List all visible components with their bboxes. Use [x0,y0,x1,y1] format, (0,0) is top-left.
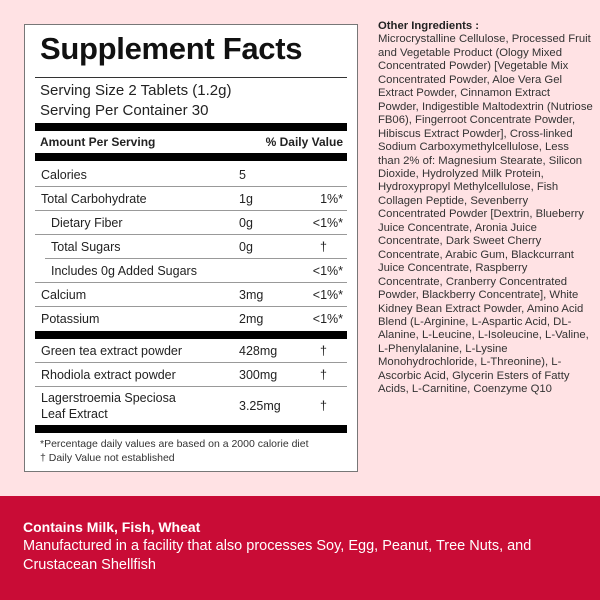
nutrient-name: Calcium [41,287,87,302]
nutrient-row: Potassium 2mg <1%* [35,307,347,331]
nutrient-name: Total Sugars [51,239,121,254]
extract-amount: 428mg [239,343,278,358]
extract-name: Lagerstroemia Speciosa Leaf Extract [41,391,176,421]
nutrient-amount: 1g [239,191,253,206]
allergen-band: Contains Milk, Fish, Wheat Manufactured … [0,496,600,600]
nutrient-name: Total Carbohydrate [41,191,147,206]
divider [35,77,347,78]
nutrient-dv: <1%* [312,263,343,278]
ingredients-text: Microcrystalline Cellulose, Processed Fr… [378,33,593,396]
nutrient-row: Total Carbohydrate 1g 1%* [35,187,347,211]
nutrient-amount: 0g [239,239,253,254]
nutrient-dv: <1%* [312,215,343,230]
nutrient-row: Total Sugars 0g † [45,235,347,259]
extract-amount: 300mg [239,367,278,382]
extract-dv: † [320,367,327,382]
ingredients-heading: Other Ingredients : [378,20,480,32]
nutrient-name: Dietary Fiber [51,215,123,230]
nutrient-dv: † [320,239,327,254]
nutrient-row: Calories 5 [35,163,347,187]
nutrient-row: Includes 0g Added Sugars <1%* [35,259,347,283]
thick-divider [35,331,347,339]
extract-dv: † [320,343,327,358]
nutrient-amount: 2mg [239,312,264,326]
nutrient-name: Includes 0g Added Sugars [51,263,197,278]
extract-dv: † [320,399,327,413]
nutrient-row: Calcium 3mg <1%* [35,283,347,307]
extract-row: Rhodiola extract powder 300mg † [35,363,347,387]
serving-size: Serving Size 2 Tablets (1.2g) [40,82,232,99]
allergen-facility: Manufactured in a facility that also pro… [23,538,532,573]
nutrient-amount: 5 [239,167,246,182]
supplement-facts-panel: Supplement Facts Serving Size 2 Tablets … [24,24,358,472]
nutrient-name: Calories [41,167,87,182]
nutrient-amount: 3mg [239,287,264,302]
extract-name: Green tea extract powder [41,343,183,358]
nutrient-dv: <1%* [312,312,343,326]
nutrient-dv: 1%* [320,191,343,206]
header-amount: Amount Per Serving [40,135,156,149]
extract-amount: 3.25mg [239,399,281,413]
extract-name: Rhodiola extract powder [41,367,176,382]
panel-title: Supplement Facts [40,31,303,66]
extract-row: Green tea extract powder 428mg † [35,339,347,363]
extract-row: Lagerstroemia Speciosa Leaf Extract 3.25m… [35,387,347,425]
table-header: Amount Per Serving % Daily Value [40,135,343,149]
nutrient-row: Dietary Fiber 0g <1%* [35,211,347,235]
nutrient-dv: <1%* [312,287,343,302]
allergen-contains: Contains Milk, Fish, Wheat [23,519,201,535]
servings-per-container: Serving Per Container 30 [40,102,209,119]
thick-divider [35,153,347,161]
thick-divider [35,425,347,433]
other-ingredients: Other Ingredients : Microcrystalline Cel… [378,20,593,397]
header-dv: % Daily Value [265,135,343,149]
nutrient-amount: 0g [239,215,253,230]
thick-divider [35,123,347,131]
footnote-dagger: † Daily Value not established [40,452,175,464]
nutrient-name: Potassium [41,312,100,326]
footnote-percent: *Percentage daily values are based on a … [40,438,309,450]
